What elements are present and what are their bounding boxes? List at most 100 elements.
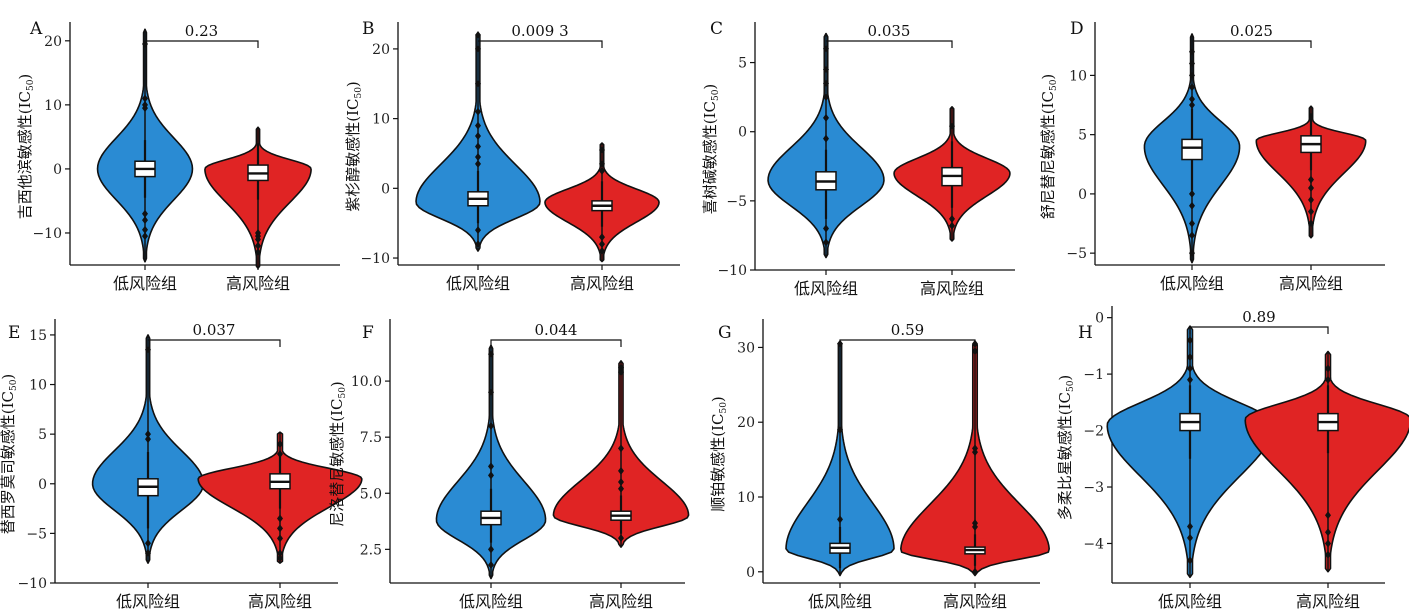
- outlier-point: [1189, 219, 1195, 228]
- y-tick-label: 0: [746, 565, 755, 581]
- panel-letter: D: [1070, 19, 1084, 39]
- outlier-point: [823, 224, 829, 233]
- outlier-point: [145, 430, 151, 439]
- outlier-point: [618, 478, 624, 487]
- violin-group-low-risk: [415, 30, 541, 252]
- y-axis-label: 多柔比星敏感性(IC50): [1056, 375, 1076, 521]
- outlier-point: [823, 113, 829, 122]
- outlier-point: [618, 444, 624, 453]
- y-axis-label: 尼洛替尼敏感性(IC50): [328, 381, 348, 527]
- y-tick-label: 0: [38, 477, 47, 493]
- p-value-label: 0.89: [1242, 308, 1275, 326]
- iqr-box: [1181, 138, 1203, 161]
- outlier-point: [475, 79, 481, 88]
- outlier-point: [618, 534, 624, 543]
- y-tick-label: 10: [1069, 68, 1087, 84]
- bracket-line: [825, 40, 953, 48]
- p-value-label: 0.23: [185, 22, 218, 40]
- x-tick-label: 高风险组: [226, 274, 290, 293]
- outlier-point: [145, 549, 151, 558]
- outlier-point: [1325, 539, 1331, 548]
- outlier-point: [1187, 353, 1193, 362]
- x-tick-label: 低风险组: [113, 274, 177, 293]
- significance-bracket: 0.89: [1189, 308, 1329, 334]
- outlier-point: [618, 363, 624, 372]
- x-tick-label: 低风险组: [1160, 274, 1224, 293]
- panel-c: C −10 −5 0 5 喜树碱敏感性(IC50) 低风险组 高风险组 0.035: [701, 19, 1015, 298]
- outlier-point: [599, 247, 605, 256]
- outlier-point: [1308, 207, 1314, 216]
- x-tick-label: 低风险组: [1158, 592, 1222, 611]
- x-tick-label: 低风险组: [446, 274, 510, 293]
- violin-group-high-risk: [893, 106, 1011, 242]
- outlier-point: [1325, 511, 1331, 520]
- y-tick-label: 20: [737, 415, 755, 431]
- violin-group-low-risk: [435, 344, 547, 580]
- violin-group-high-risk: [1255, 105, 1367, 239]
- panel-letter: C: [710, 19, 723, 39]
- outlier-point: [949, 221, 955, 230]
- outlier-point: [599, 145, 605, 154]
- outlier-point: [142, 216, 148, 225]
- y-tick-label: 5.0: [360, 486, 382, 502]
- outlier-point: [1187, 375, 1193, 384]
- x-tick-label: 低风险组: [794, 279, 858, 298]
- y-tick-label: 5: [1078, 128, 1087, 144]
- x-tick-label: 低风险组: [116, 592, 180, 611]
- violin-group-high-risk: [552, 360, 690, 548]
- y-tick-label: 0: [381, 181, 390, 197]
- y-tick-label: 10: [372, 112, 390, 128]
- outlier-point: [823, 79, 829, 88]
- outlier-point: [823, 65, 829, 74]
- significance-bracket: 0.044: [490, 321, 622, 347]
- x-tick-label: 高风险组: [920, 279, 984, 298]
- bracket-line: [1189, 326, 1329, 334]
- outlier-point: [475, 159, 481, 168]
- outlier-point: [475, 30, 481, 39]
- p-value-label: 0.59: [891, 321, 924, 339]
- outlier-point: [1325, 528, 1331, 537]
- y-axis-label: 吉西他滨敏感性(IC50): [16, 74, 36, 220]
- panel-b: B −10 0 10 20 紫杉醇敏感性(IC50) 低风险组 高风险组 0.009 3: [344, 19, 680, 293]
- outlier-point: [599, 166, 605, 175]
- outlier-point: [142, 104, 148, 113]
- y-tick-label: 0: [738, 125, 747, 141]
- violin-group-high-risk: [204, 126, 312, 270]
- x-tick-label: 高风险组: [589, 592, 653, 611]
- outlier-point: [823, 134, 829, 143]
- y-tick-label: −10: [32, 226, 62, 242]
- outlier-point: [972, 347, 978, 356]
- outlier-point: [1308, 183, 1314, 192]
- p-value-label: 0.009 3: [511, 22, 568, 40]
- y-tick-label: −5: [1066, 246, 1087, 262]
- outlier-point: [475, 132, 481, 141]
- outlier-point: [475, 240, 481, 249]
- y-axis-label: 顺铂敏感性(IC50): [709, 396, 729, 512]
- outlier-point: [1189, 101, 1195, 110]
- y-tick-label: 10: [29, 378, 47, 394]
- p-value-label: 0.037: [193, 321, 236, 339]
- y-tick-label: −5: [726, 194, 747, 210]
- panel-letter: E: [8, 323, 20, 343]
- significance-bracket: 0.23: [144, 22, 259, 48]
- p-value-label: 0.035: [868, 22, 911, 40]
- outlier-point: [949, 214, 955, 223]
- y-tick-label: 2.5: [360, 542, 382, 558]
- y-tick-label: −4: [1083, 536, 1104, 552]
- outlier-point: [475, 152, 481, 161]
- outlier-point: [618, 484, 624, 493]
- outlier-point: [1325, 550, 1331, 559]
- outlier-point: [142, 232, 148, 241]
- violin-group-high-risk: [900, 339, 1050, 577]
- y-tick-label: −10: [360, 251, 390, 267]
- outlier-point: [837, 515, 843, 524]
- outlier-point: [599, 233, 605, 242]
- outlier-point: [972, 522, 978, 531]
- panel-g: G 0 10 20 30 顺铂敏感性(IC50) 低风险组 高风险组 0.59: [709, 319, 1050, 611]
- y-tick-label: 0: [1078, 187, 1087, 203]
- x-tick-label: 低风险组: [459, 592, 523, 611]
- outlier-point: [1325, 375, 1331, 384]
- violin-group-high-risk: [544, 142, 660, 263]
